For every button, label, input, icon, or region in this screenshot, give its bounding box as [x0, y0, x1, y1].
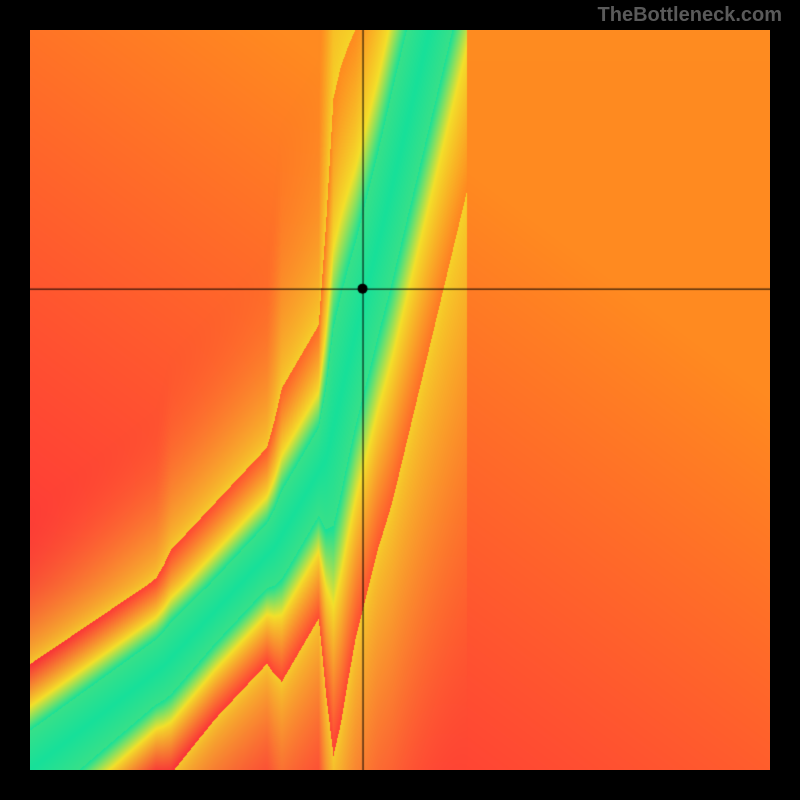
watermark-text: TheBottleneck.com: [598, 4, 782, 27]
bottleneck-heatmap: [30, 30, 770, 770]
